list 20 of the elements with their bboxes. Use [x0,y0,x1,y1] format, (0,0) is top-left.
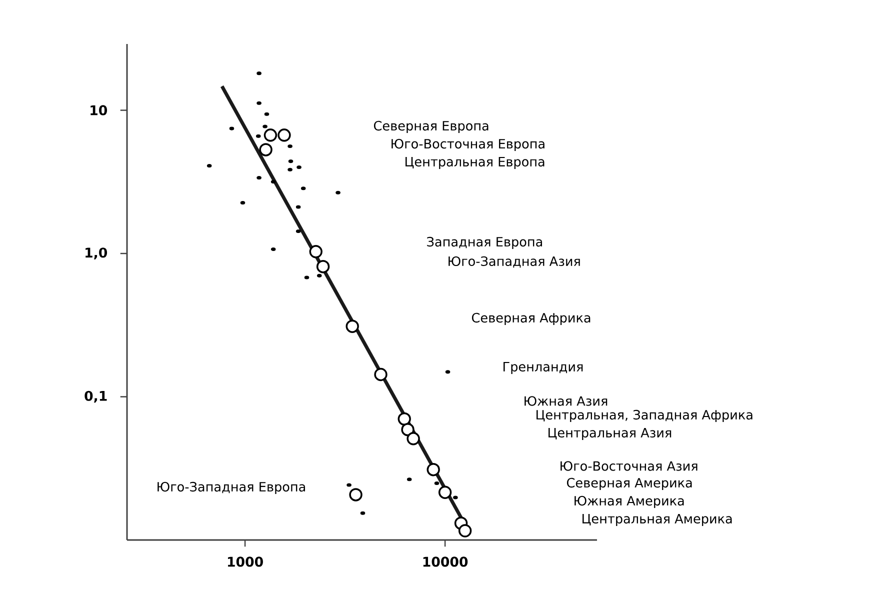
annotation: Юго-Восточная Европа [392,138,544,152]
annotation: Северная Европа [374,120,488,134]
x-tick-label: 10000 [423,556,468,567]
annotation: Юго-Западная Азия [448,256,580,268]
annotation: Юго-Западная Европа [158,482,305,494]
annotation: Гренландия [504,362,583,374]
y-tick-label: 10 [90,105,108,116]
annotation: Южная Азия [524,396,608,406]
annotation: Центральная Азия [548,428,672,440]
y-tick-label: 1,0 [86,248,108,260]
annotation: Центральная Европа [406,156,544,169]
annotation: Южная Америка [574,496,684,508]
annotation: Центральная, Западная Африка [536,410,752,422]
annotation: Западная Европа [427,236,542,250]
annotation: Северная Африка [472,312,590,326]
annotation: Центральная Америка [582,514,732,526]
x-tick-label: 1000 [228,556,263,567]
annotation: Северная Америка [566,478,692,490]
annotation: Юго-Восточная Азия [560,461,698,471]
y-tick-label: 0,1 [84,390,107,403]
